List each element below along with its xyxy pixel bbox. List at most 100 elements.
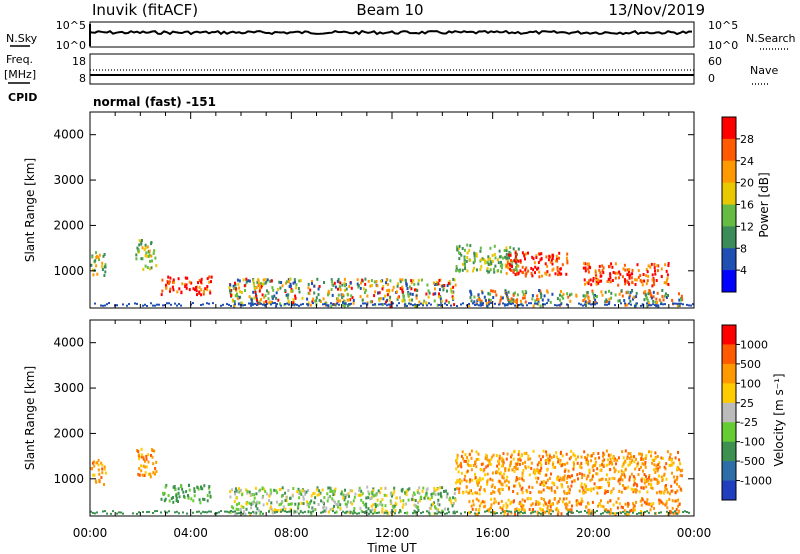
echo-cell: [584, 262, 587, 266]
echo-cell: [153, 249, 156, 253]
echo-cell: [200, 485, 202, 489]
echo-cell: [208, 510, 210, 513]
echo-cell: [306, 500, 308, 504]
date-title: 13/Nov/2019: [608, 1, 705, 19]
echo-cell: [248, 279, 251, 283]
echo-cell: [601, 269, 604, 273]
echo-cell: [438, 503, 441, 507]
echo-cell: [619, 478, 622, 482]
echo-cell: [548, 511, 551, 515]
echo-cell: [264, 303, 266, 306]
echo-cell: [281, 284, 284, 288]
echo-cell: [532, 449, 535, 453]
echo-cell: [463, 459, 466, 463]
echo-cell: [623, 263, 626, 267]
colorbar-tick-label: -1000: [740, 475, 772, 488]
echo-cell: [560, 303, 562, 306]
echo-cell: [286, 280, 288, 284]
echo-cell: [648, 290, 651, 294]
echo-cell: [341, 295, 344, 299]
echo-cell: [230, 510, 232, 513]
echo-cell: [525, 266, 528, 270]
echo-cell: [390, 303, 392, 306]
echo-cell: [100, 265, 103, 269]
echo-cell: [186, 276, 189, 280]
ytick-label: 1000: [53, 264, 84, 278]
echo-cell: [539, 290, 542, 294]
echo-cell: [586, 281, 589, 285]
echo-cell: [583, 473, 586, 477]
echo-cell: [494, 512, 496, 515]
echo-cell: [490, 491, 493, 495]
echo-cell: [509, 253, 512, 257]
echo-cell: [532, 508, 534, 511]
echo-cell: [91, 467, 93, 471]
echo-cell: [241, 493, 244, 497]
echo-cell: [514, 273, 517, 277]
echo-cell: [238, 279, 241, 283]
echo-cell: [613, 477, 616, 481]
echo-cell: [534, 472, 537, 476]
echo-cell: [489, 298, 492, 302]
echo-cell: [587, 511, 590, 515]
echo-cell: [560, 272, 563, 276]
echo-cell: [622, 456, 625, 460]
echo-cell: [672, 461, 675, 465]
echo-cell: [406, 511, 409, 515]
echo-cell: [547, 501, 550, 505]
echo-cell: [343, 281, 346, 285]
echo-cell: [501, 474, 504, 478]
echo-cell: [397, 296, 400, 300]
echo-cell: [165, 284, 168, 288]
echo-cell: [648, 304, 650, 307]
echo-cell: [502, 452, 505, 456]
echo-cell: [436, 487, 439, 491]
echo-cell: [475, 252, 478, 256]
echo-cell: [448, 300, 450, 304]
echo-cell: [178, 495, 181, 499]
echo-cell: [177, 277, 180, 281]
echo-cell: [177, 500, 179, 503]
echo-cell: [676, 489, 679, 493]
echo-cell: [426, 283, 429, 287]
nsky-right-tick-top: 10^5: [708, 19, 738, 32]
echo-cell: [626, 510, 628, 513]
echo-cell: [671, 506, 674, 510]
echo-cell: [573, 462, 575, 466]
echo-cell: [597, 452, 600, 455]
echo-cell: [473, 266, 476, 270]
echo-cell: [513, 499, 515, 503]
echo-cell: [520, 507, 523, 511]
echo-cell: [141, 257, 144, 261]
echo-cell: [272, 302, 274, 305]
echo-cell: [366, 294, 369, 298]
echo-cell: [583, 261, 586, 265]
echo-cell: [669, 463, 672, 467]
echo-cell: [505, 246, 508, 250]
nsky-panel: N.Sky 10^5 10^0 10^5 10^0 N.Search: [6, 19, 796, 52]
echo-cell: [412, 279, 415, 283]
echo-cell: [590, 487, 593, 491]
echo-cell: [234, 490, 236, 494]
echo-cell: [411, 494, 414, 498]
echo-cell: [289, 277, 291, 281]
echo-cell: [497, 467, 500, 471]
echo-cell: [534, 299, 537, 303]
echo-cell: [478, 304, 480, 307]
echo-cell: [528, 485, 531, 489]
echo-cell: [453, 278, 456, 282]
echo-cell: [509, 267, 511, 271]
echo-cell: [268, 499, 270, 502]
echo-cell: [362, 302, 364, 305]
echo-cell: [167, 494, 170, 497]
ytick-label: 4000: [53, 336, 84, 350]
echo-cell: [451, 291, 454, 295]
echo-cell: [310, 511, 312, 514]
echo-cell: [239, 488, 242, 492]
echo-cell: [630, 460, 633, 464]
echo-cell: [428, 512, 431, 516]
echo-cell: [552, 267, 555, 271]
echo-cell: [140, 242, 143, 246]
echo-cell: [332, 510, 334, 513]
